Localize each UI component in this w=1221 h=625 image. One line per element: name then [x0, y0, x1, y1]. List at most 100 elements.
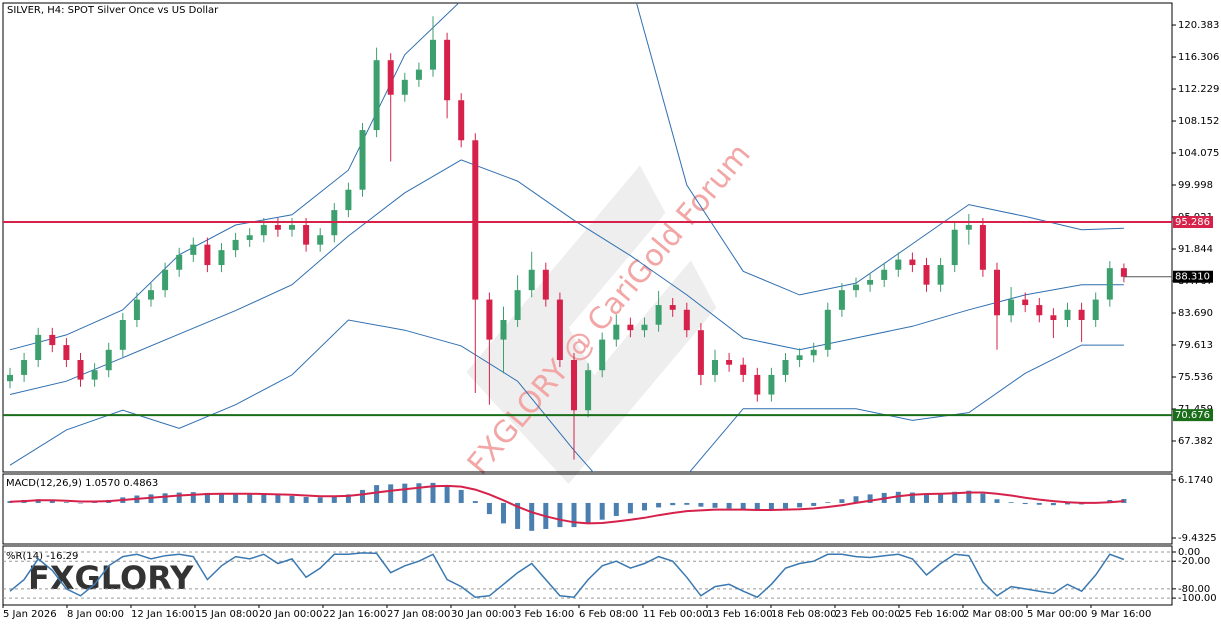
macd-bar	[867, 494, 873, 503]
candle-body	[500, 319, 507, 340]
candle-body	[951, 229, 958, 266]
candle-body	[669, 305, 676, 310]
x-tick-label: 15 Jan 08:00	[195, 609, 258, 620]
candle-body	[613, 324, 620, 340]
bollinger-middle	[9, 159, 1124, 395]
candle-body	[1036, 305, 1043, 316]
x-tick-label: 23 Feb 00:00	[835, 609, 901, 620]
signal-line	[9, 484, 1124, 525]
logo: FXGLORY	[28, 559, 194, 597]
macd-bar	[726, 502, 732, 509]
candle-body	[641, 324, 648, 331]
macd-bar	[740, 502, 746, 510]
candle-body	[585, 370, 592, 411]
macd-bar	[345, 494, 351, 503]
y-tick-label: 120.383	[1178, 20, 1219, 31]
level-label: 70.676	[1175, 410, 1210, 421]
candle-body	[119, 319, 126, 350]
macd-panel	[2, 473, 1173, 545]
candle-body	[979, 225, 986, 270]
macd-bar	[613, 502, 619, 516]
candle-body	[1078, 309, 1085, 320]
candle-body	[289, 225, 295, 230]
y-tick-label: 91.844	[1178, 244, 1213, 255]
y-tick-label: 108.152	[1178, 116, 1219, 127]
candle-body	[274, 225, 281, 230]
macd-bar	[642, 502, 647, 511]
macd-bar	[1022, 502, 1028, 505]
macd-bar	[1008, 502, 1014, 503]
macd-bar	[501, 502, 506, 524]
bollinger-upper	[9, 3, 1124, 351]
watermark-logo	[466, 165, 717, 484]
candle-body	[190, 244, 197, 255]
level-box	[1173, 215, 1213, 228]
candle-body	[909, 259, 916, 266]
macd-bar	[261, 494, 267, 503]
candle-body	[105, 349, 112, 371]
candles	[7, 3, 1127, 472]
candle-body	[133, 299, 140, 320]
macd-bar	[190, 492, 196, 503]
macd-bar	[712, 502, 718, 508]
macd-bar	[754, 502, 760, 511]
macd-bar	[656, 502, 662, 508]
candle-body	[1106, 268, 1113, 300]
macd-bar	[1065, 502, 1070, 505]
macd-bar	[924, 493, 929, 503]
macd-bar	[219, 493, 224, 503]
macd-bar	[430, 482, 436, 503]
candle-body	[49, 334, 56, 346]
x-tick-label: 5 Jan 2026	[3, 609, 57, 620]
x-tick-label: 13 Feb 16:00	[707, 609, 773, 620]
candle-body	[21, 360, 28, 375]
macd-bar	[402, 483, 408, 503]
candle-body	[387, 60, 394, 95]
macd-bar	[811, 502, 817, 506]
candle-body	[838, 290, 845, 310]
candle-body	[1022, 299, 1029, 306]
x-tick-label: 8 Jan 00:00	[67, 609, 124, 620]
macd-bar	[529, 502, 535, 531]
candle-body	[204, 244, 211, 266]
y-tick-label: 99.998	[1178, 180, 1213, 191]
macd-bar	[416, 483, 422, 503]
macd-bar	[472, 501, 478, 503]
macd-bar	[317, 497, 323, 503]
macd-bar	[684, 502, 690, 505]
chart-title: SILVER, H4: SPOT Silver Once vs US Dolla…	[7, 5, 219, 16]
candle-body	[303, 225, 310, 245]
candle-body	[148, 290, 154, 300]
y-tick-label: 67.382	[1178, 436, 1213, 447]
macd-bar	[825, 502, 831, 503]
candle-body	[458, 100, 465, 141]
candle-body	[528, 269, 535, 291]
candle-body	[91, 370, 98, 380]
candle-body	[317, 235, 324, 245]
candle-body	[881, 269, 888, 280]
y-tick-label: -20.00	[1178, 556, 1210, 567]
macd-bar	[1050, 502, 1056, 506]
candle-body	[740, 364, 747, 375]
macd-bar	[289, 495, 295, 503]
candle-body	[444, 39, 451, 101]
y-tick-label: -9.4325	[1178, 533, 1217, 544]
macd-bar	[78, 502, 83, 504]
x-tick-label: 18 Feb 08:00	[771, 609, 837, 620]
candle-body	[218, 250, 225, 266]
x-tick-label: 22 Jan 16:00	[323, 609, 386, 620]
candle-body	[1064, 309, 1071, 320]
macd-bar	[698, 502, 704, 507]
macd-bar	[360, 489, 365, 503]
candle-body	[1092, 299, 1099, 320]
candle-body	[712, 360, 718, 375]
candle-body	[162, 269, 169, 291]
x-tick-label: 27 Jan 08:00	[387, 609, 450, 620]
y-tick-label: -80.00	[1178, 584, 1210, 595]
macd-bar	[797, 502, 803, 508]
level-label: 95.286	[1175, 217, 1210, 228]
candle-body	[768, 374, 775, 395]
macd-bar	[331, 496, 337, 503]
candle-body	[556, 299, 563, 361]
macd-bar	[557, 502, 563, 528]
